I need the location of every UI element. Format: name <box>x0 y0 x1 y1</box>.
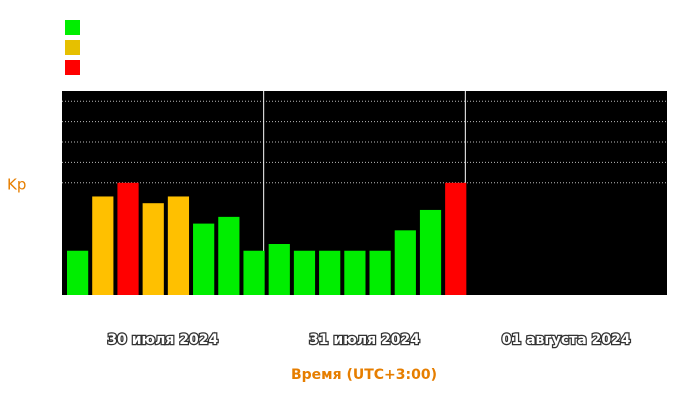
day-label: 31 июля 2024 <box>309 332 420 348</box>
bar <box>92 196 114 295</box>
day-label: 30 июля 2024 <box>107 332 218 348</box>
bar <box>142 203 164 295</box>
bar <box>218 216 240 295</box>
bar <box>268 244 290 295</box>
bar <box>445 182 467 295</box>
bar <box>369 250 391 295</box>
bar <box>117 182 139 295</box>
legend-swatch <box>65 20 80 35</box>
bar <box>243 250 265 295</box>
bar <box>419 209 442 295</box>
bar <box>293 250 316 295</box>
legend-swatch <box>65 40 80 55</box>
bar <box>67 250 89 295</box>
bar <box>193 223 215 295</box>
bar <box>319 250 341 295</box>
legend-swatch <box>65 60 80 75</box>
day-label: 01 августа 2024 <box>502 332 631 348</box>
y-axis-label: Kp <box>7 176 26 194</box>
bar <box>394 230 416 295</box>
x-axis-label: Время (UTC+3:00) <box>291 367 437 383</box>
bar <box>167 196 190 295</box>
bar <box>344 250 366 295</box>
